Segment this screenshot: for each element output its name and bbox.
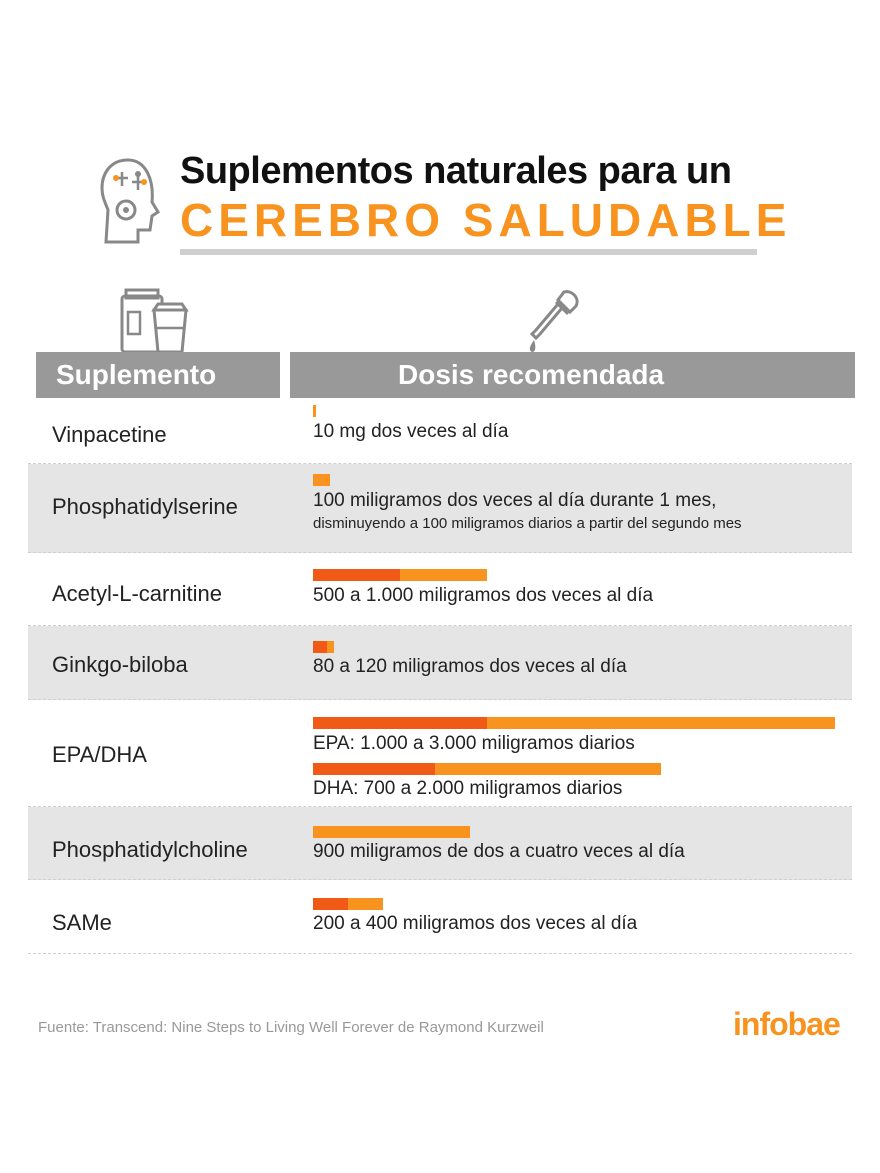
dose-text: 100 miligramos dos veces al día durante … xyxy=(313,490,717,511)
dose-text: 500 a 1.000 miligramos dos veces al día xyxy=(313,585,654,606)
dose-bar xyxy=(313,569,487,581)
dose-bar-max xyxy=(400,569,487,581)
dose-bar-max xyxy=(313,405,316,417)
dose-text: 900 miligramos de dos a cuatro veces al … xyxy=(313,841,685,862)
dose-bar-min xyxy=(313,763,435,775)
table-row: Phosphatidylserine 100 miligramos dos ve… xyxy=(28,464,852,553)
page-title: Suplementos naturales para un xyxy=(180,150,732,192)
supplement-name: Vinpacetine xyxy=(52,422,167,447)
dose-bar-max xyxy=(347,898,383,910)
infobae-logo: infobae xyxy=(733,1006,841,1042)
dose-text-epa: EPA: 1.000 a 3.000 miligramos diarios xyxy=(313,733,635,754)
title-underline xyxy=(180,249,757,255)
brain-gear-head-icon xyxy=(100,158,160,244)
dose-bar-min xyxy=(313,569,400,581)
dose-bar-max xyxy=(434,763,661,775)
dose-bar-max xyxy=(313,474,331,486)
table-row: SAMe 200 a 400 miligramos dos veces al d… xyxy=(28,880,852,954)
supplement-jars-icon xyxy=(120,288,189,354)
dose-bar-min xyxy=(313,641,327,653)
table-row: EPA/DHA EPA: 1.000 a 3.000 miligramos di… xyxy=(28,700,852,807)
dose-text: 80 a 120 miligramos dos veces al día xyxy=(313,656,627,677)
supplement-name: SAMe xyxy=(52,910,112,935)
supplement-name: Acetyl-L-carnitine xyxy=(52,581,222,606)
supplement-name: Phosphatidylcholine xyxy=(52,837,248,862)
table-row: Phosphatidylcholine 900 miligramos de do… xyxy=(28,807,852,880)
table-row: Vinpacetine 10 mg dos veces al día xyxy=(28,398,852,464)
dose-bar-epa xyxy=(313,717,835,729)
dose-bar-max xyxy=(326,641,334,653)
supplement-name: Phosphatidylserine xyxy=(52,494,238,519)
dose-bar xyxy=(313,641,334,653)
dose-bar-min xyxy=(313,717,487,729)
dose-text-dha: DHA: 700 a 2.000 miligramos diarios xyxy=(313,778,623,799)
dropper-icon xyxy=(529,290,579,352)
dose-bar xyxy=(313,898,383,910)
table-row: Acetyl-L-carnitine 500 a 1.000 miligramo… xyxy=(28,553,852,626)
table-row: Ginkgo-biloba 80 a 120 miligramos dos ve… xyxy=(28,626,852,700)
dose-bar xyxy=(313,474,331,486)
dose-text: 10 mg dos veces al día xyxy=(313,421,509,442)
dose-bar xyxy=(313,405,316,417)
dose-bar-max xyxy=(487,717,835,729)
dose-subtext: disminuyendo a 100 miligramos diarios a … xyxy=(313,515,742,532)
dose-bar-dha xyxy=(313,763,661,775)
column-header-dose: Dosis recomendada xyxy=(290,352,855,398)
dose-bar xyxy=(313,826,470,838)
column-header-supplement: Suplemento xyxy=(36,352,280,398)
dose-bar-min xyxy=(313,898,348,910)
supplement-name: EPA/DHA xyxy=(52,742,147,767)
dose-text: 200 a 400 miligramos dos veces al día xyxy=(313,913,638,934)
dose-bar-max xyxy=(313,826,470,838)
page-title-highlight: CEREBRO SALUDABLE xyxy=(180,194,792,246)
supplement-name: Ginkgo-biloba xyxy=(52,652,188,677)
source-note: Fuente: Transcend: Nine Steps to Living … xyxy=(38,1019,544,1036)
